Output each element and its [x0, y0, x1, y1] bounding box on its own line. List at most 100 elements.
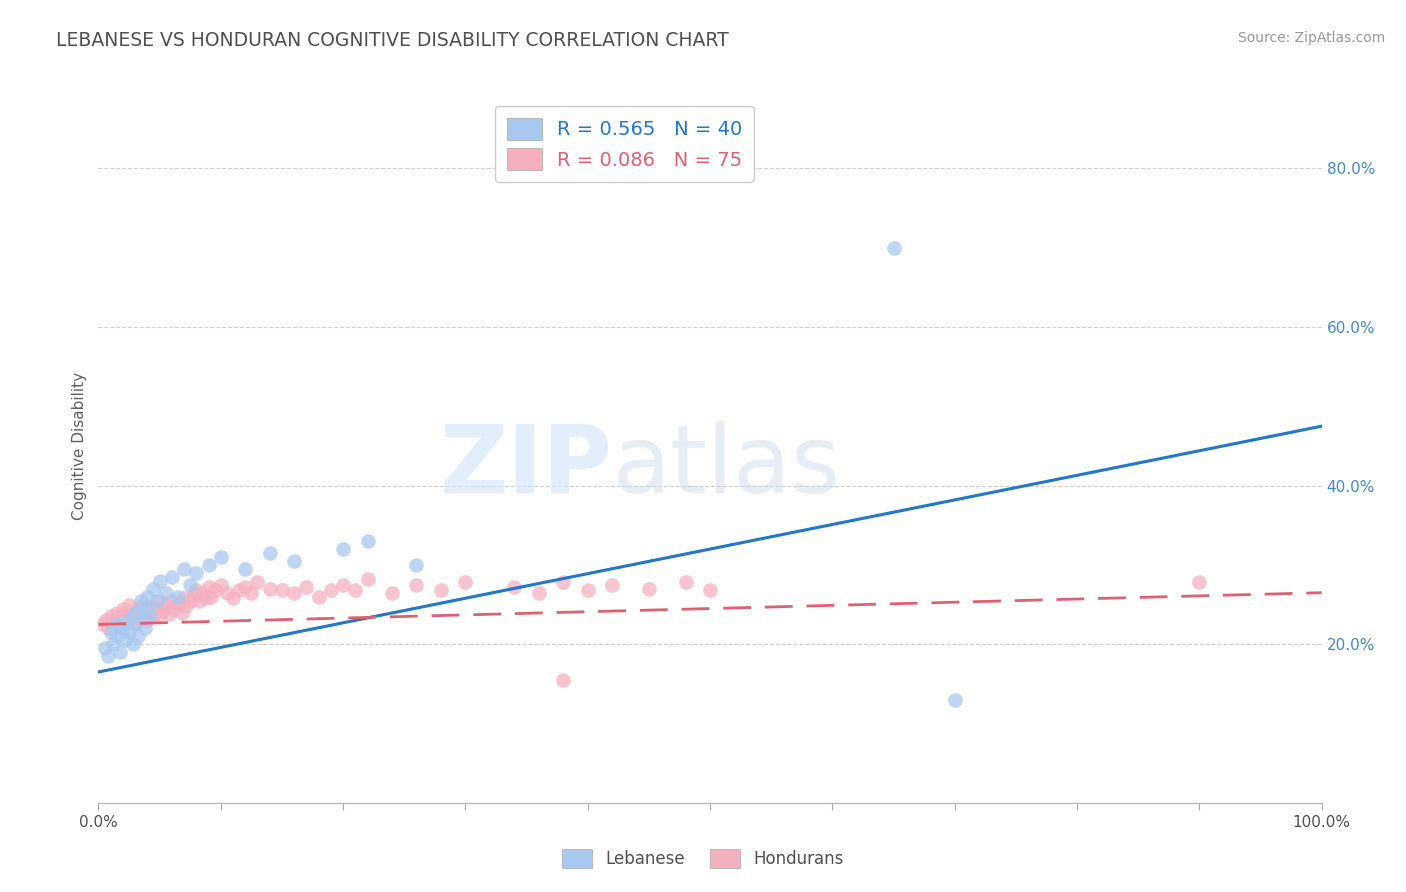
Point [356, 572, 378, 586]
Point [114, 615, 136, 629]
Point [94, 614, 117, 628]
Point [121, 637, 143, 651]
Point [308, 590, 330, 604]
Point [176, 599, 198, 614]
Point [101, 617, 124, 632]
Point [118, 614, 141, 628]
Point [118, 625, 141, 640]
Point [197, 558, 219, 572]
Point [228, 583, 250, 598]
Point [93, 641, 115, 656]
Point [134, 607, 156, 621]
Text: LEBANESE VS HONDURAN COGNITIVE DISABILITY CORRELATION CHART: LEBANESE VS HONDURAN COGNITIVE DISABILIT… [56, 31, 728, 50]
Point [111, 621, 134, 635]
Point [105, 617, 128, 632]
Point [149, 607, 172, 621]
Point [124, 617, 146, 632]
Y-axis label: Cognitive Disability: Cognitive Disability [72, 372, 87, 520]
Point [179, 578, 201, 592]
Point [344, 583, 367, 598]
Point [319, 583, 342, 598]
Point [197, 580, 219, 594]
Point [160, 570, 183, 584]
Point [215, 585, 238, 599]
Point [233, 562, 256, 576]
Point [332, 542, 354, 557]
Point [118, 598, 141, 612]
Point [121, 609, 143, 624]
Point [259, 582, 281, 596]
Point [146, 601, 169, 615]
Point [283, 554, 305, 568]
Point [157, 607, 180, 621]
Point [129, 606, 152, 620]
Point [191, 585, 214, 599]
Point [100, 625, 122, 640]
Point [150, 604, 173, 618]
Point [110, 620, 132, 634]
Point [155, 585, 177, 599]
Point [111, 601, 134, 615]
Point [173, 591, 195, 606]
Point [454, 575, 477, 590]
Point [139, 599, 162, 614]
Legend: Lebanese, Hondurans: Lebanese, Hondurans [555, 842, 851, 875]
Point [124, 615, 146, 629]
Point [105, 606, 128, 620]
Point [332, 578, 354, 592]
Legend: R = 0.565   N = 40, R = 0.086   N = 75: R = 0.565 N = 40, R = 0.086 N = 75 [495, 106, 754, 182]
Text: ZIP: ZIP [439, 421, 612, 514]
Point [105, 629, 128, 643]
Point [129, 612, 152, 626]
Point [675, 575, 697, 590]
Point [186, 566, 208, 580]
Point [430, 583, 453, 598]
Point [167, 596, 190, 610]
Point [136, 614, 159, 628]
Point [105, 615, 128, 629]
Point [381, 585, 404, 599]
Point [114, 633, 136, 648]
Point [356, 534, 378, 549]
Point [118, 607, 141, 621]
Point [110, 645, 132, 659]
Point [270, 583, 294, 598]
Point [142, 582, 165, 596]
Point [204, 583, 226, 598]
Point [142, 609, 165, 624]
Point [576, 583, 599, 598]
Point [124, 606, 146, 620]
Point [1188, 575, 1211, 590]
Point [127, 601, 149, 615]
Point [259, 546, 281, 560]
Point [149, 574, 172, 588]
Point [553, 673, 575, 687]
Point [405, 558, 427, 572]
Point [186, 583, 208, 598]
Point [233, 580, 256, 594]
Point [637, 582, 661, 596]
Point [240, 585, 263, 599]
Point [209, 578, 232, 592]
Point [183, 588, 205, 602]
Point [163, 601, 186, 615]
Point [295, 580, 318, 594]
Point [600, 578, 623, 592]
Point [883, 241, 905, 255]
Point [246, 575, 269, 590]
Point [222, 591, 245, 606]
Point [155, 598, 177, 612]
Point [129, 599, 152, 614]
Point [187, 593, 209, 607]
Point [527, 585, 550, 599]
Point [699, 583, 721, 598]
Point [146, 593, 169, 607]
Point [136, 601, 159, 615]
Point [129, 593, 152, 607]
Point [111, 609, 134, 624]
Point [405, 578, 427, 592]
Point [149, 593, 172, 607]
Text: Source: ZipAtlas.com: Source: ZipAtlas.com [1237, 31, 1385, 45]
Point [200, 590, 222, 604]
Point [173, 562, 195, 576]
